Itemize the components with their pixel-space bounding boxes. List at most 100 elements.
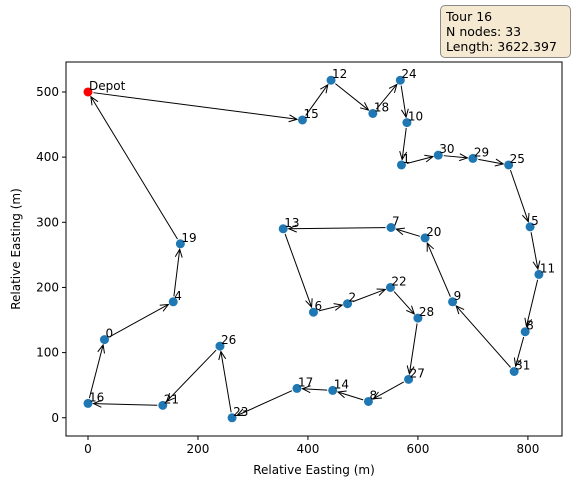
node-label: 5 xyxy=(531,214,539,228)
tour-edge xyxy=(456,306,511,368)
tour-edge xyxy=(88,345,103,399)
node-point xyxy=(448,297,458,307)
y-tick-label: 300 xyxy=(36,215,59,229)
node-label: 0 xyxy=(105,327,113,341)
tour-edge xyxy=(221,352,232,413)
tour-edge xyxy=(91,97,178,240)
node-point xyxy=(215,341,225,351)
plot-area xyxy=(66,62,562,436)
node-points xyxy=(83,75,544,423)
tour-edge xyxy=(173,249,180,297)
node-label: 19 xyxy=(181,231,196,245)
node-label: 28 xyxy=(419,305,434,319)
node-point xyxy=(278,224,288,234)
tour-edge xyxy=(427,243,451,297)
node-point xyxy=(363,396,373,406)
node-point xyxy=(227,413,237,423)
node-point xyxy=(396,160,406,170)
tour-edge xyxy=(443,156,468,158)
node-label: 17 xyxy=(298,375,313,389)
y-tick-label: 0 xyxy=(51,411,59,425)
node-point xyxy=(292,383,302,393)
depot-point xyxy=(83,87,93,97)
node-label: 2 xyxy=(349,291,357,305)
node-label: 31 xyxy=(515,358,530,372)
tour-edge xyxy=(338,392,364,401)
tour-edge xyxy=(406,157,433,165)
y-axis-label: Relative Easting (m) xyxy=(9,188,23,310)
node-label: 1 xyxy=(402,152,410,166)
node-label: 20 xyxy=(426,225,441,239)
node-point xyxy=(168,297,178,307)
node-point xyxy=(504,160,514,170)
tour-edge xyxy=(302,389,328,390)
tour-edge xyxy=(393,291,414,314)
tour-edge xyxy=(289,228,386,229)
node-point xyxy=(404,374,414,384)
node-label: 15 xyxy=(303,107,318,121)
node-label: 10 xyxy=(408,110,423,124)
x-tick-label: 200 xyxy=(187,442,210,456)
node-label: 11 xyxy=(540,261,555,275)
node-point xyxy=(385,282,395,292)
tour-path xyxy=(88,83,538,416)
x-tick-label: 400 xyxy=(296,442,319,456)
tour-edge xyxy=(530,232,538,269)
node-label: 24 xyxy=(401,67,416,81)
tour-edge xyxy=(335,83,368,110)
node-label: 29 xyxy=(474,145,489,159)
tour-edge xyxy=(318,305,342,312)
x-tick-label: 800 xyxy=(516,442,539,456)
node-label: 14 xyxy=(334,377,349,391)
node-label: 26 xyxy=(221,333,236,347)
x-tick-label: 600 xyxy=(406,442,429,456)
tour-edge xyxy=(402,127,406,159)
x-tick-label: 0 xyxy=(84,442,92,456)
tour-edge xyxy=(305,85,328,116)
node-label: 16 xyxy=(89,390,104,404)
node-point xyxy=(420,233,430,243)
tour-info-box: Tour 16 N nodes: 33 Length: 3622.397 xyxy=(440,5,571,58)
node-label: 4 xyxy=(174,289,182,303)
node-point xyxy=(520,327,530,337)
node-point xyxy=(509,366,519,376)
node-label: 18 xyxy=(374,100,389,114)
node-label: 12 xyxy=(332,67,347,81)
node-point xyxy=(386,222,396,232)
y-tick-label: 200 xyxy=(36,280,59,294)
node-label: 21 xyxy=(164,392,179,406)
y-axis-ticks: 0 100 200 300 400 500 xyxy=(36,85,66,425)
node-point xyxy=(433,150,443,160)
node-label: 8 xyxy=(526,319,534,333)
node-point xyxy=(343,299,353,309)
node-count: N nodes: 33 xyxy=(446,24,522,39)
node-label: 27 xyxy=(410,366,425,380)
node-point xyxy=(402,118,412,128)
node-point xyxy=(158,400,168,410)
tour-edge xyxy=(375,84,396,110)
node-label: 9 xyxy=(454,289,462,303)
tour-edge xyxy=(167,349,217,401)
tour-edge xyxy=(373,381,405,399)
tour-edge xyxy=(352,289,386,303)
tour-title: Tour 16 xyxy=(446,9,493,24)
tour-edge xyxy=(409,323,418,374)
node-label: 22 xyxy=(391,274,406,288)
node-point xyxy=(395,75,405,85)
node-point xyxy=(175,239,185,249)
tour-edge xyxy=(109,304,168,338)
node-label: 23 xyxy=(233,405,248,419)
tour-edge xyxy=(93,92,297,120)
tour-edge xyxy=(509,169,528,222)
tour-length: Length: 3622.397 xyxy=(446,39,557,54)
node-label: 30 xyxy=(439,142,454,156)
node-point xyxy=(328,385,338,395)
node-point xyxy=(308,307,318,317)
node-label: 6 xyxy=(314,299,322,313)
y-tick-label: 100 xyxy=(36,346,59,360)
node-point xyxy=(413,313,423,323)
node-label: 13 xyxy=(284,216,299,230)
node-point xyxy=(326,75,336,85)
